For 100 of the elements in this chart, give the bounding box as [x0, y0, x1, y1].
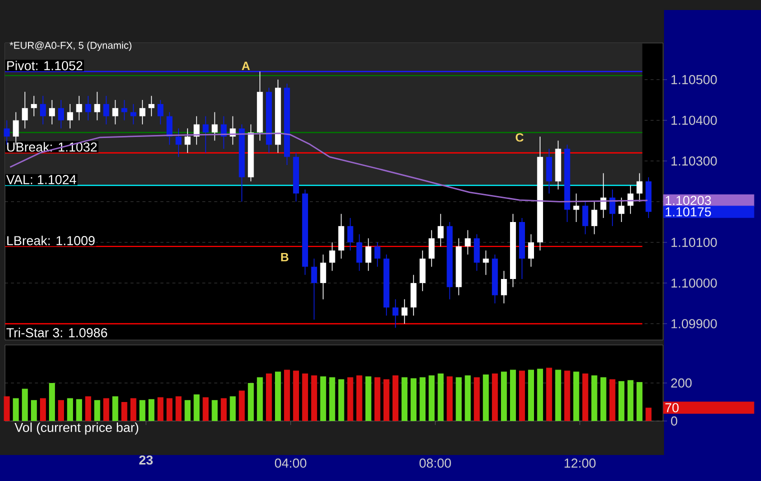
bar — [474, 377, 480, 421]
bar — [103, 398, 110, 421]
candlestick — [103, 95, 110, 125]
bar — [636, 382, 642, 421]
bar — [67, 398, 74, 421]
candlestick — [158, 100, 164, 125]
candlestick — [22, 91, 28, 129]
bar — [49, 383, 55, 421]
candlestick — [320, 254, 326, 300]
y-tick-label: 1.10400 — [672, 116, 717, 125]
candlestick — [166, 112, 172, 146]
bar — [600, 377, 606, 421]
bar — [582, 373, 588, 421]
bar — [256, 377, 263, 421]
candlestick — [85, 95, 92, 121]
bar — [130, 398, 136, 421]
y-tick-label: 1.10300 — [672, 156, 717, 166]
candlestick — [184, 128, 191, 154]
annotation: B — [281, 253, 288, 262]
candlestick — [591, 201, 598, 235]
candlestick — [392, 298, 398, 328]
bar — [573, 372, 580, 421]
candlestick — [582, 201, 588, 235]
bar — [383, 379, 390, 421]
text: 70 — [665, 403, 679, 412]
bar — [184, 400, 191, 421]
candlestick — [464, 230, 471, 255]
candlestick — [482, 250, 489, 276]
candlestick — [347, 218, 354, 251]
annotation: Tri-Star 3: 1.0986 — [6, 328, 108, 338]
candlestick — [428, 230, 435, 268]
candlestick — [636, 172, 642, 202]
bar — [546, 368, 552, 421]
bar — [230, 396, 236, 421]
bar — [402, 377, 408, 421]
bar — [456, 377, 462, 421]
bar — [58, 400, 64, 421]
bar — [528, 370, 534, 421]
candlestick — [438, 213, 444, 247]
x-tick-label: 04:00 — [274, 458, 306, 468]
bar — [202, 397, 209, 421]
text: 1.10175 — [666, 207, 711, 216]
bar — [194, 394, 200, 421]
bar — [40, 398, 46, 421]
candlestick — [573, 193, 580, 222]
bar — [76, 399, 82, 421]
annotation: C — [516, 133, 524, 142]
bar — [248, 383, 254, 421]
bar — [220, 398, 227, 421]
y-tick-label: 1.09900 — [672, 319, 717, 328]
bar — [139, 400, 146, 421]
bar — [537, 368, 544, 421]
x-tick-label: 08:00 — [420, 458, 451, 468]
bar — [112, 396, 118, 421]
bar — [293, 370, 300, 421]
candlestick — [58, 100, 64, 129]
bar — [591, 375, 598, 421]
bar — [609, 379, 616, 421]
candlestick — [329, 242, 336, 272]
bar — [628, 380, 634, 421]
candlestick — [49, 100, 55, 125]
bar — [12, 398, 19, 421]
bar — [500, 372, 507, 421]
bar — [555, 370, 562, 421]
bar — [510, 370, 516, 421]
bar — [374, 377, 380, 421]
bar — [212, 400, 218, 421]
candlestick — [139, 100, 146, 125]
annotation: A — [242, 62, 250, 70]
candlestick — [528, 234, 534, 268]
bar — [148, 399, 154, 421]
bar — [176, 396, 182, 421]
bar — [564, 370, 570, 421]
bar — [22, 388, 28, 421]
candlestick — [94, 91, 100, 121]
candlestick — [311, 258, 318, 320]
y-tick-label: 200 — [671, 378, 692, 388]
bar — [347, 377, 354, 421]
text: Vol (current price bar) — [14, 422, 138, 435]
bar — [338, 379, 344, 421]
bar — [121, 402, 128, 421]
bar — [311, 375, 318, 421]
bar — [30, 400, 37, 421]
candlestick — [618, 197, 624, 222]
bar — [166, 398, 172, 421]
bar — [428, 375, 435, 421]
bar — [519, 370, 525, 421]
candlestick — [67, 104, 74, 129]
bar — [646, 408, 652, 421]
candlestick — [212, 112, 218, 142]
candlestick — [30, 95, 37, 117]
candlestick — [202, 116, 209, 154]
ref-line-label: UBreak: 1.1032 — [7, 142, 97, 152]
candlestick — [609, 189, 616, 226]
candlestick — [76, 95, 82, 121]
bar — [410, 378, 417, 421]
text: 23 — [139, 455, 153, 465]
y-tick-label: 1.10000 — [672, 278, 717, 288]
y-tick-label: 1.10100 — [672, 238, 717, 247]
bar — [482, 374, 489, 421]
